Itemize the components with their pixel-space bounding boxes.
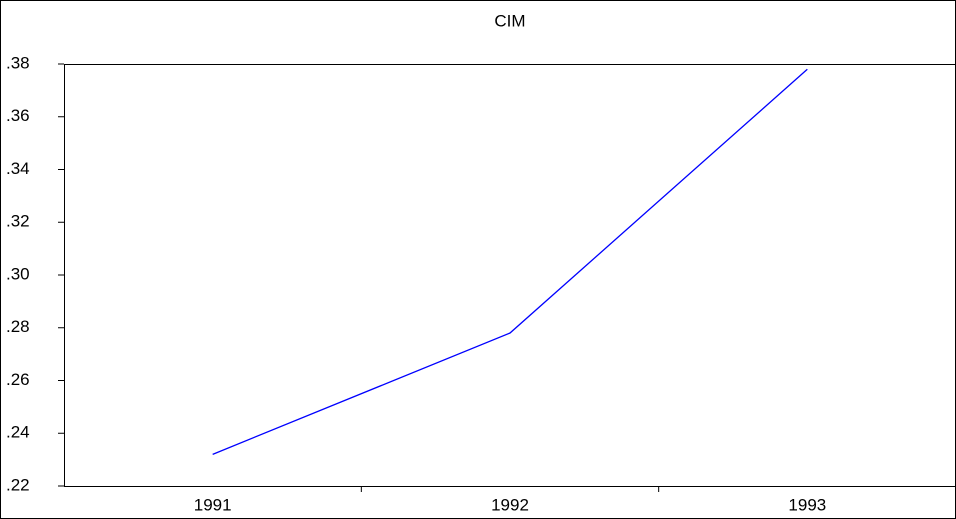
y-tick-label: .30 — [6, 264, 30, 283]
y-tick-label: .34 — [6, 159, 30, 178]
y-tick-label: .26 — [6, 370, 30, 389]
y-tick-label: .36 — [6, 106, 30, 125]
x-tick-label: 1993 — [788, 495, 826, 514]
y-tick-label: .38 — [6, 53, 30, 72]
y-tick-label: .22 — [6, 475, 30, 494]
chart-title: CIM — [494, 11, 525, 30]
x-tick-label: 1991 — [194, 495, 232, 514]
y-tick-label: .24 — [6, 423, 30, 442]
y-tick-label: .32 — [6, 212, 30, 231]
y-tick-label: .28 — [6, 317, 30, 336]
x-tick-label: 1992 — [491, 495, 529, 514]
line-series — [212, 68, 808, 455]
